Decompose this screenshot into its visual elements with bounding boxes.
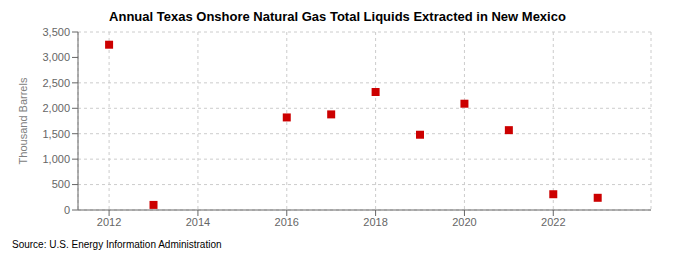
- svg-text:0: 0: [64, 204, 70, 216]
- html-text:Annual Texas Onshore Natural G: Annual Texas Onshore Natural Gas Total L…: [109, 9, 566, 24]
- svg-text:2014: 2014: [186, 216, 210, 228]
- svg-text:2020: 2020: [452, 216, 476, 228]
- svg-text:1,000: 1,000: [42, 153, 70, 165]
- html-text:Source: U.S. Energy Informatio: Source: U.S. Energy Information Administ…: [12, 239, 222, 250]
- svg-text:2,500: 2,500: [42, 77, 70, 89]
- svg-text:2022: 2022: [541, 216, 565, 228]
- svg-text:500: 500: [52, 178, 70, 190]
- svg-text:2016: 2016: [275, 216, 299, 228]
- svg-text:2012: 2012: [97, 216, 121, 228]
- svg-text:1,500: 1,500: [42, 128, 70, 140]
- svg-text:Thousand Barrels: Thousand Barrels: [17, 77, 29, 164]
- svg-text:2018: 2018: [363, 216, 387, 228]
- svg-text:3,500: 3,500: [42, 26, 70, 38]
- svg-text:3,000: 3,000: [42, 51, 70, 63]
- svg-text:2,000: 2,000: [42, 102, 70, 114]
